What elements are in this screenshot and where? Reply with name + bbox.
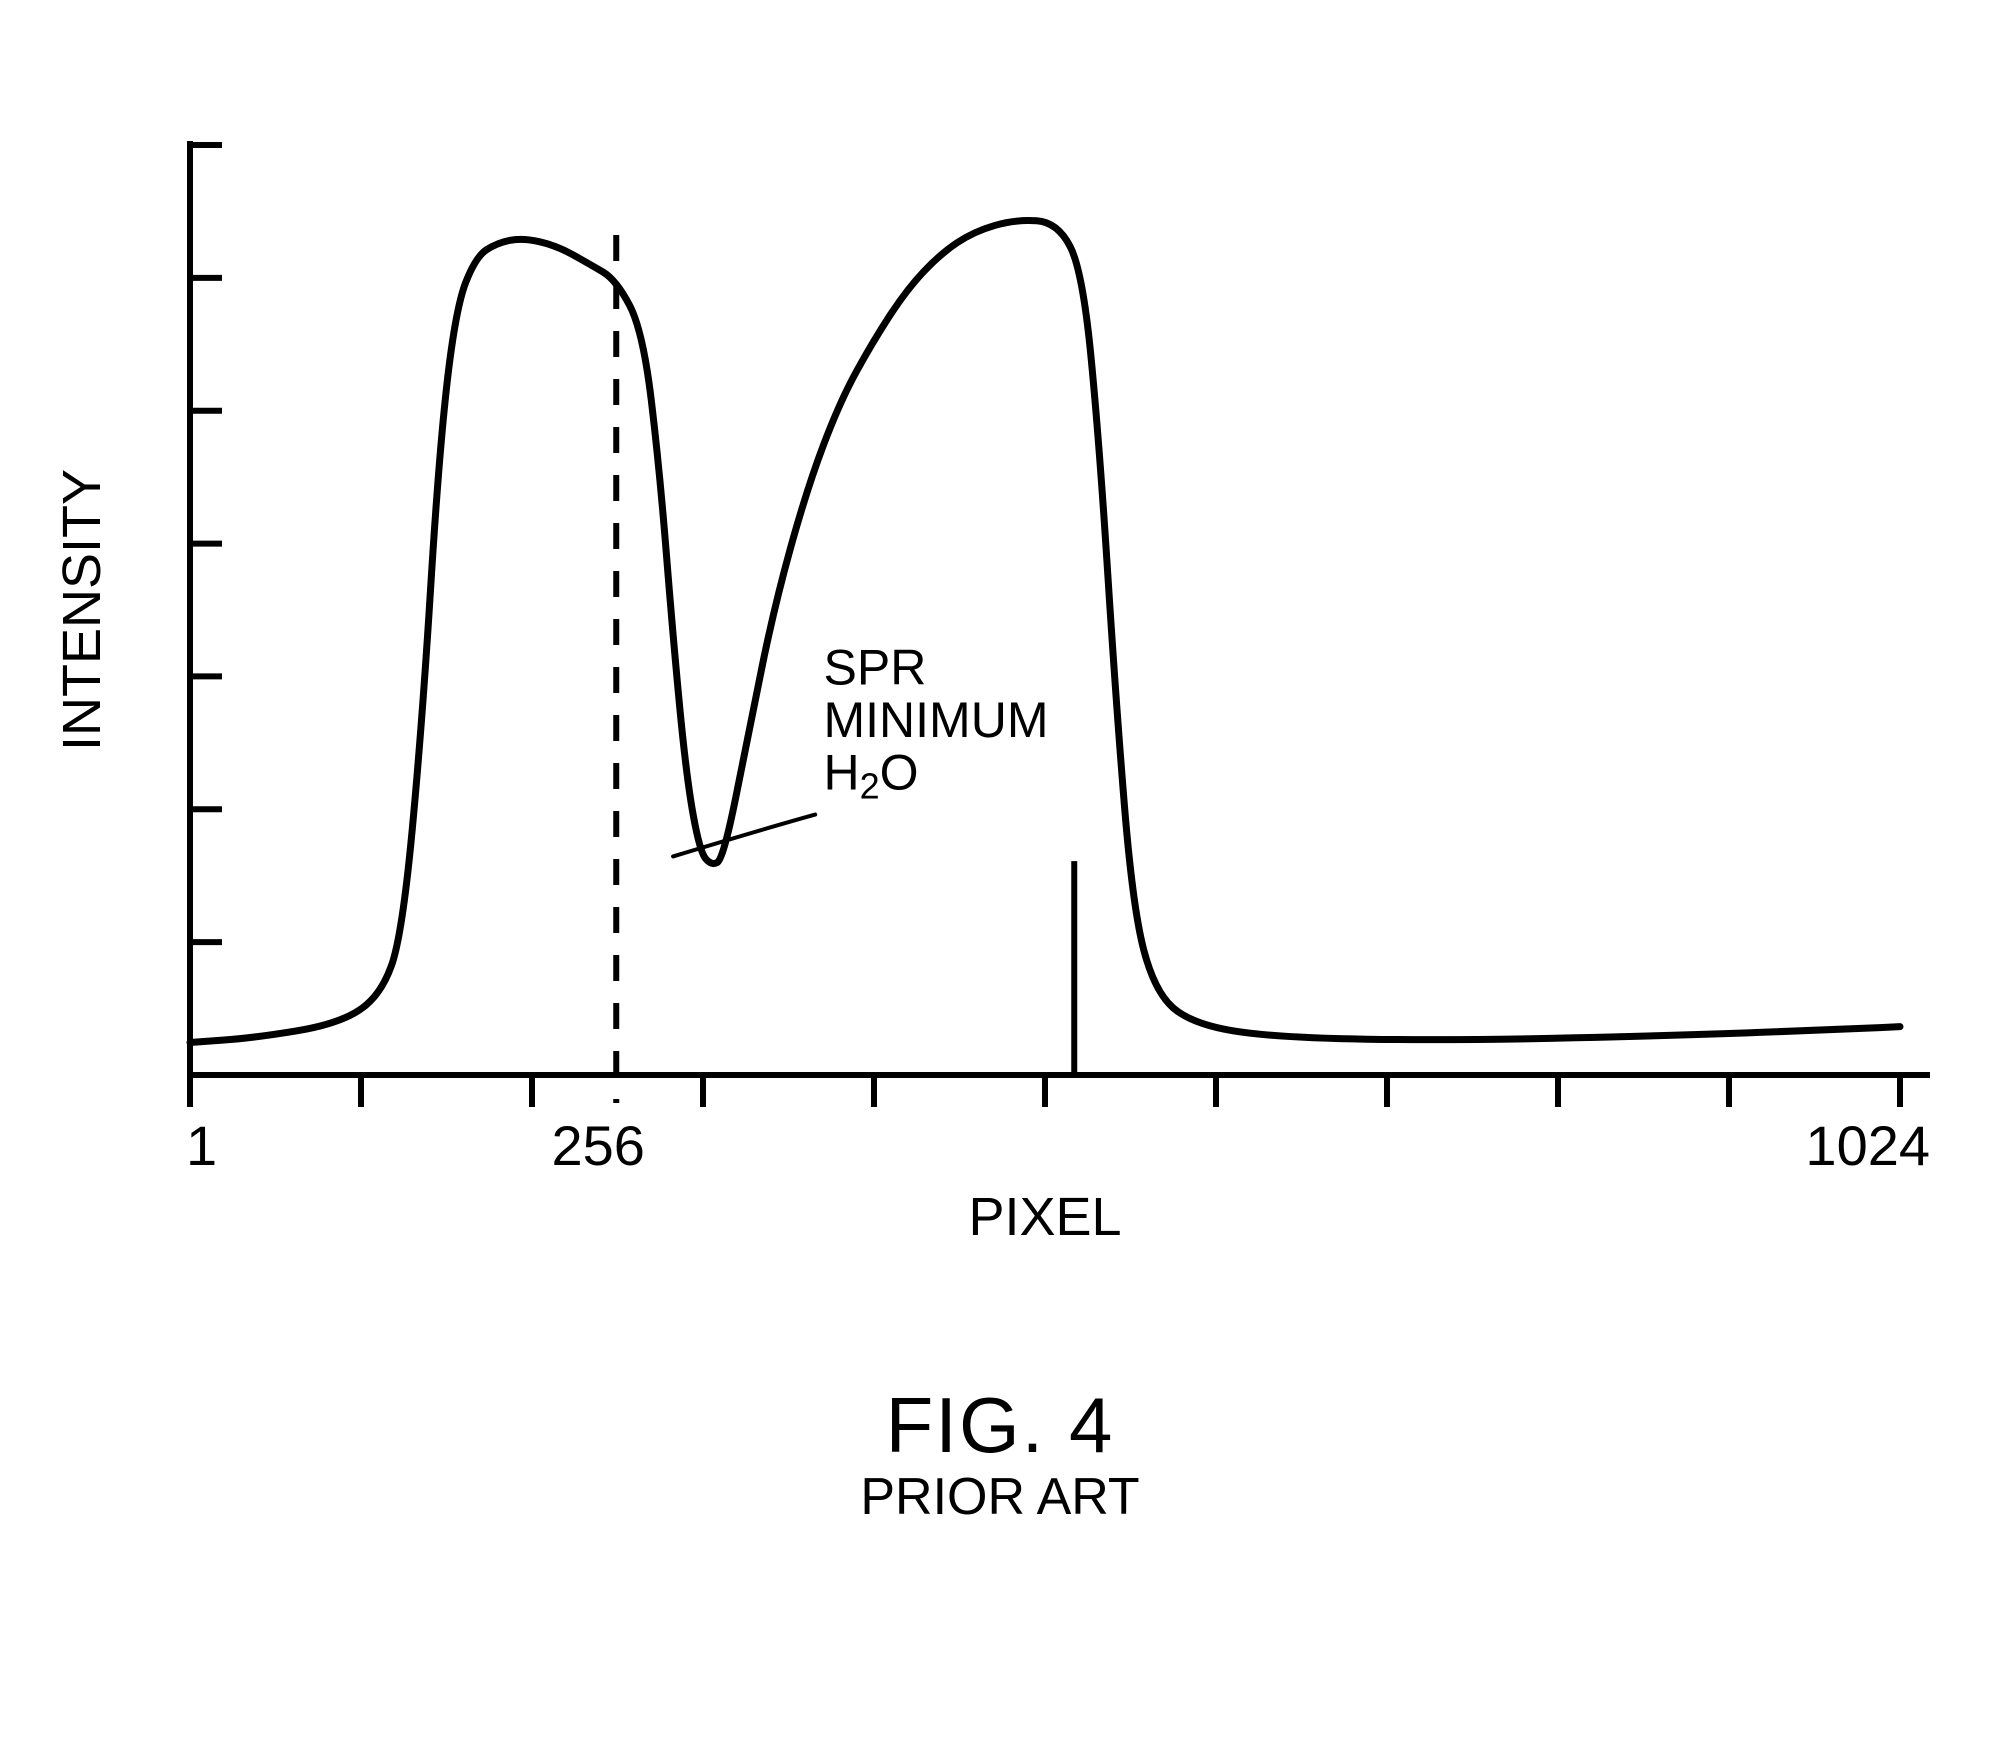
intensity-curve bbox=[190, 221, 1900, 1043]
y-axis-label: INTENSITY bbox=[52, 469, 112, 751]
annotation-chem: H2O bbox=[824, 744, 919, 806]
x-tick-label: 1 bbox=[186, 1114, 217, 1177]
caption-subtitle: PRIOR ART bbox=[0, 1467, 2000, 1527]
x-tick-label: 1024 bbox=[1805, 1114, 1930, 1177]
annotation-line: SPR bbox=[824, 639, 927, 695]
annotation-line: MINIMUM bbox=[824, 692, 1049, 748]
x-axis-label: PIXEL bbox=[968, 1187, 1121, 1247]
caption-title: FIG. 4 bbox=[0, 1380, 2000, 1471]
figure-container: 1 256 1024 PIXEL INTENSITY SPRMINIMUMH2O FIG.… bbox=[0, 0, 2000, 1738]
spr-annotation: SPRMINIMUMH2O bbox=[824, 639, 1049, 806]
x-tick-label: 256 bbox=[552, 1114, 645, 1177]
figure-caption: FIG. 4 PRIOR ART bbox=[0, 1380, 2000, 1527]
